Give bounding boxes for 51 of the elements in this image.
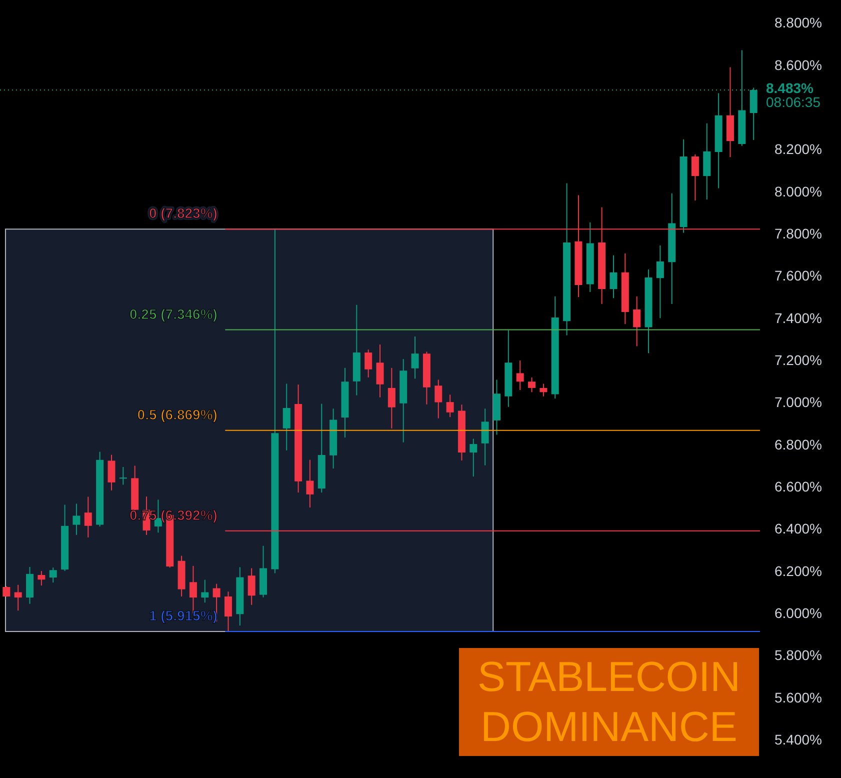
y-tick-label: 8.200%: [774, 141, 822, 158]
candlestick: [446, 394, 454, 418]
candlestick: [481, 408, 489, 466]
candlestick: [364, 349, 372, 378]
y-tick-label: 7.200%: [774, 352, 822, 368]
candlestick: [434, 379, 442, 419]
y-tick-label: 7.800%: [774, 226, 822, 242]
candlestick: [224, 591, 232, 632]
candlestick: [306, 459, 314, 508]
candlestick: [26, 566, 34, 604]
y-tick-label: 7.000%: [774, 394, 822, 410]
ref-line-label: 0 (7.823%): [148, 205, 218, 222]
candlestick: [49, 567, 57, 584]
y-tick-label: 5.400%: [774, 732, 822, 748]
candlestick: [528, 376, 536, 393]
text: STABLECOIN DOMINANCE: [459, 648, 759, 756]
y-tick-label: 8.800%: [774, 14, 822, 31]
y-tick-label: 5.800%: [774, 647, 822, 664]
text: 08:06:35: [766, 94, 821, 110]
candlestick: [610, 254, 618, 299]
y-tick-label: 6.000%: [774, 605, 822, 622]
candlestick: [14, 584, 22, 612]
candlestick: [656, 244, 664, 319]
y-tick-label: 8.600%: [774, 56, 822, 73]
candlestick: [84, 496, 92, 538]
ref-line-label: 0.25 (7.346%): [130, 306, 218, 322]
y-tick-label: 6.200%: [774, 562, 822, 579]
candlestick: [388, 367, 396, 429]
candlestick: [119, 466, 127, 486]
ref-line-label: 0.5 (6.869%): [137, 406, 218, 422]
y-tick-label: 7.400%: [774, 310, 822, 326]
candlestick: [38, 570, 46, 586]
candlestick: [72, 503, 80, 536]
candlestick: [376, 344, 384, 398]
candlestick: [691, 154, 699, 202]
y-tick-label: 6.800%: [774, 436, 822, 452]
candlestick: [633, 296, 641, 347]
y-tick-label: 6.400%: [774, 520, 822, 537]
ref-line-label: 8.483%: [766, 80, 814, 96]
candlestick: [470, 438, 478, 477]
y-tick-label: 5.600%: [774, 689, 822, 706]
y-tick-label: 8.000%: [774, 183, 822, 200]
candlestick: [108, 454, 116, 491]
candlestick: [201, 579, 209, 604]
y-tick-label: 7.600%: [774, 268, 822, 284]
candlestick: [411, 336, 419, 380]
y-tick-label: 6.600%: [774, 478, 822, 495]
candlestick: [540, 383, 548, 397]
candlestick: [516, 360, 524, 391]
candlestick: [282, 383, 290, 451]
candlestick: [248, 568, 256, 606]
